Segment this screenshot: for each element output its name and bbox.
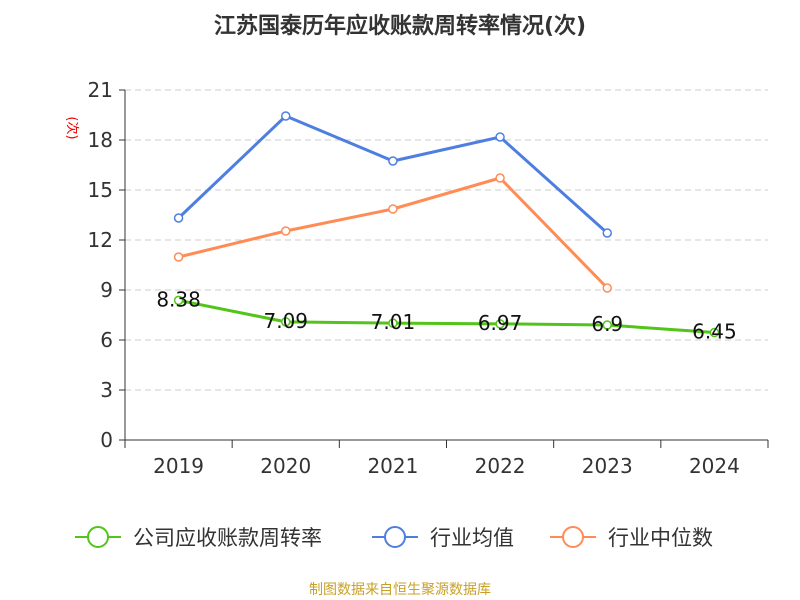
series-line bbox=[177, 114, 609, 235]
data-point[interactable] bbox=[281, 226, 291, 236]
data-label: 7.01 bbox=[371, 310, 416, 334]
data-label: 8.38 bbox=[156, 287, 201, 311]
y-tick-label: 12 bbox=[88, 228, 113, 252]
data-point[interactable] bbox=[602, 320, 612, 330]
data-point[interactable] bbox=[495, 173, 505, 183]
legend-marker[interactable] bbox=[384, 526, 406, 548]
y-tick-label: 18 bbox=[88, 128, 113, 152]
data-point[interactable] bbox=[388, 318, 398, 328]
data-point[interactable] bbox=[495, 319, 505, 329]
x-tick-label: 2023 bbox=[582, 454, 633, 478]
x-tick-label: 2020 bbox=[260, 454, 311, 478]
source-note: 制图数据来自恒生聚源数据库 bbox=[309, 582, 491, 598]
data-point[interactable] bbox=[602, 283, 612, 293]
data-point[interactable] bbox=[495, 132, 505, 142]
data-point[interactable] bbox=[173, 295, 184, 306]
x-tick-label: 2024 bbox=[689, 454, 740, 478]
data-label: 6.9 bbox=[591, 312, 623, 336]
x-tick-label: 2019 bbox=[153, 454, 204, 478]
legend-label[interactable]: 行业中位数 bbox=[608, 526, 713, 550]
legend-label[interactable]: 公司应收账款周转率 bbox=[133, 526, 322, 550]
chart-title: 江苏国泰历年应收账款周转率情况(次) bbox=[214, 13, 586, 39]
data-label: 6.45 bbox=[692, 320, 737, 344]
data-point[interactable] bbox=[281, 111, 291, 121]
x-tick-label: 2021 bbox=[367, 454, 418, 478]
y-axis-label: (次) bbox=[64, 116, 80, 139]
y-tick-label: 3 bbox=[100, 378, 113, 402]
data-point[interactable] bbox=[602, 228, 612, 238]
data-point[interactable] bbox=[173, 252, 184, 262]
data-point[interactable] bbox=[709, 327, 720, 338]
y-tick-label: 21 bbox=[88, 78, 113, 102]
y-tick-label: 15 bbox=[88, 178, 113, 202]
data-point[interactable] bbox=[388, 156, 398, 166]
data-point[interactable] bbox=[173, 213, 184, 223]
series-line bbox=[178, 298, 715, 334]
data-label: 7.09 bbox=[263, 309, 308, 333]
legend-marker[interactable] bbox=[87, 526, 109, 548]
data-point[interactable] bbox=[281, 317, 291, 327]
x-tick-label: 2022 bbox=[475, 454, 526, 478]
series-line bbox=[178, 176, 609, 290]
y-tick-label: 6 bbox=[100, 328, 113, 352]
legend-label[interactable]: 行业均值 bbox=[430, 526, 514, 550]
y-tick-label: 9 bbox=[100, 278, 113, 302]
y-tick-label: 0 bbox=[100, 428, 113, 452]
legend-marker[interactable] bbox=[562, 526, 584, 548]
data-label: 6.97 bbox=[478, 311, 523, 335]
data-point[interactable] bbox=[388, 204, 398, 214]
